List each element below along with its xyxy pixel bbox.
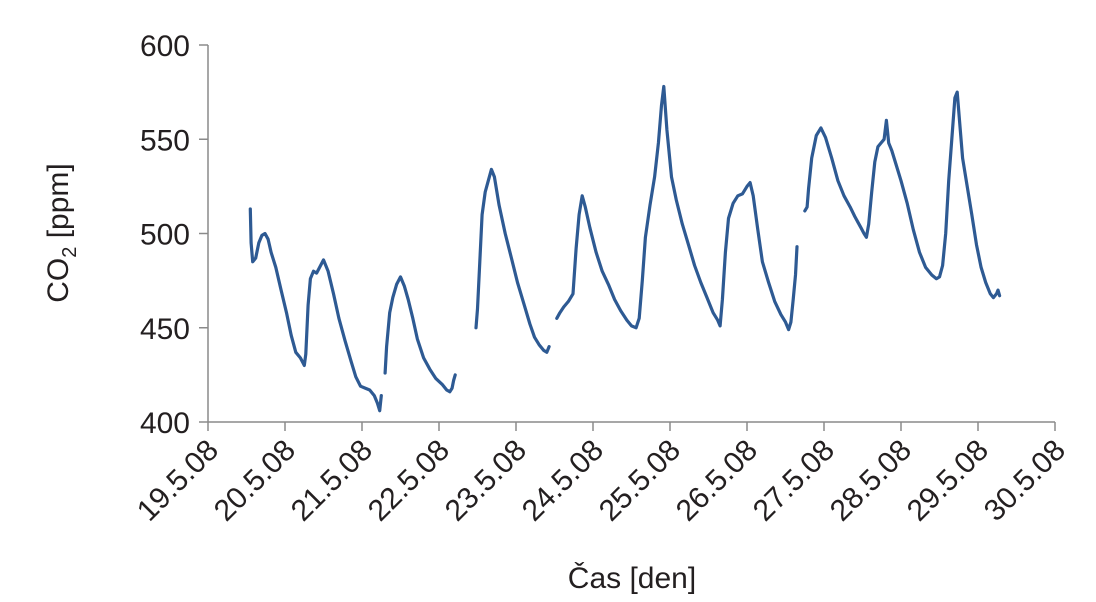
x-tick-label: 20.5.08 [208, 434, 302, 528]
y-tick-label: 400 [140, 407, 190, 440]
co2-series-1-segment-1 [248, 207, 383, 413]
x-tick-label: 27.5.08 [747, 434, 841, 528]
x-tick-label: 23.5.08 [439, 434, 533, 528]
y-tick-label: 600 [140, 30, 190, 63]
x-tick-label: 22.5.08 [362, 434, 456, 528]
y-axis-title-main: CO [42, 258, 75, 303]
y-axis-title: CO2 [ppm] [42, 163, 81, 303]
x-tick-label: 29.5.08 [901, 434, 995, 528]
x-tick-label: 26.5.08 [670, 434, 764, 528]
x-tick-group: 19.5.0820.5.0821.5.0822.5.0823.5.0824.5.… [131, 422, 1072, 528]
co2-series-1-segment-4 [555, 84, 799, 332]
co2-series-1-segment-3 [474, 167, 551, 354]
x-tick-label: 19.5.08 [131, 434, 225, 528]
y-tick-label: 550 [140, 124, 190, 157]
co2-series-2-segment-1 [803, 90, 1002, 300]
y-tick-label: 500 [140, 219, 190, 252]
y-axis-title-subscript: 2 [59, 247, 81, 258]
y-axis-title-unit: [ppm] [42, 163, 75, 246]
plot-area [248, 84, 1002, 413]
y-tick-group: 400 450 500 550 600 [140, 30, 208, 440]
x-tick-label: 28.5.08 [824, 434, 918, 528]
x-tick-label: 21.5.08 [285, 434, 379, 528]
co2-series-1-segment-2 [383, 275, 457, 394]
x-tick-label: 24.5.08 [516, 434, 610, 528]
x-tick-label: 30.5.08 [978, 434, 1072, 528]
y-tick-label: 450 [140, 313, 190, 346]
x-axis-title: Čas [den] [568, 561, 696, 595]
x-tick-label: 25.5.08 [593, 434, 687, 528]
